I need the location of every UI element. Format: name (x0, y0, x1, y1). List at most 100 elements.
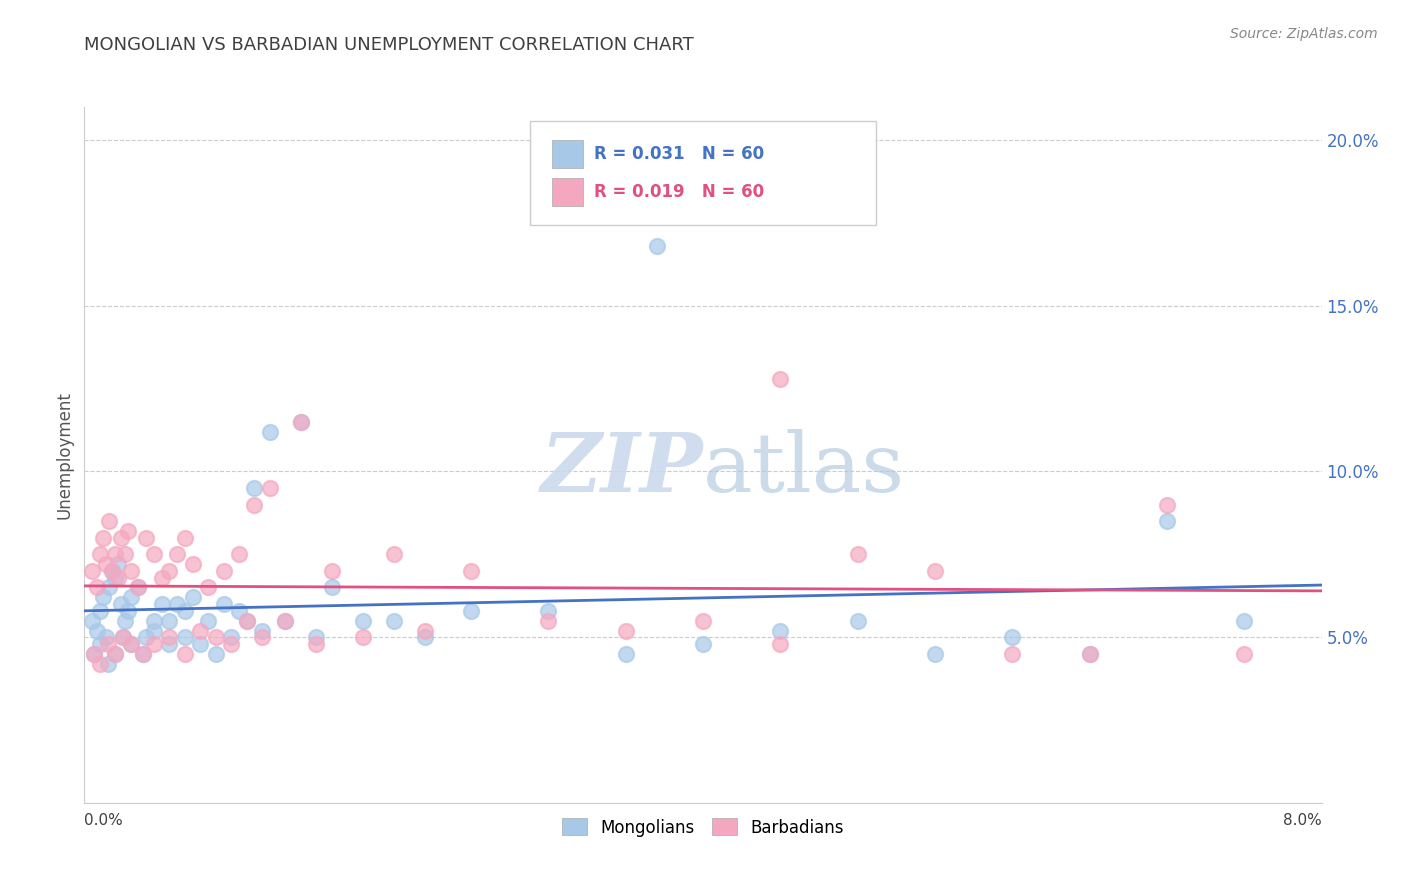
Point (259, 425, 281, 439)
Point (243, 481, 266, 495)
Point (159, 637, 180, 651)
Point (101, 564, 124, 578)
Point (112, 630, 135, 644)
Point (212, 564, 235, 578)
Point (228, 604, 250, 618)
Point (98, 514, 121, 528)
Point (82, 614, 104, 628)
Point (250, 624, 273, 638)
Point (82, 564, 104, 578)
Point (188, 637, 212, 651)
Text: R = 0.031   N = 60: R = 0.031 N = 60 (595, 145, 765, 163)
Point (89, 657, 111, 671)
Point (537, 604, 560, 618)
Point (460, 604, 482, 618)
Text: Source: ZipAtlas.com: Source: ZipAtlas.com (1230, 27, 1378, 41)
Point (174, 531, 197, 545)
Point (114, 547, 136, 561)
Point (174, 604, 197, 618)
Point (259, 481, 281, 495)
Point (614, 624, 637, 638)
Point (166, 547, 188, 561)
Point (846, 547, 869, 561)
Point (96, 657, 118, 671)
Point (132, 647, 155, 661)
Point (104, 547, 127, 561)
Point (143, 637, 166, 651)
Legend: Mongolians, Barbadians: Mongolians, Barbadians (555, 812, 851, 843)
Point (159, 614, 180, 628)
Point (86, 624, 108, 638)
Point (924, 647, 946, 661)
FancyBboxPatch shape (553, 140, 583, 169)
Point (769, 372, 792, 386)
Point (290, 415, 312, 429)
Point (98, 581, 121, 595)
Point (188, 624, 212, 638)
Point (174, 630, 197, 644)
Point (107, 558, 129, 572)
Point (91, 531, 114, 545)
Point (321, 581, 343, 595)
Point (219, 637, 242, 651)
Point (143, 614, 166, 628)
Point (143, 624, 166, 638)
Point (352, 630, 374, 644)
Point (107, 570, 129, 584)
Point (120, 591, 142, 605)
Point (135, 531, 157, 545)
Point (114, 614, 136, 628)
Point (89, 547, 111, 561)
Point (274, 614, 297, 628)
Point (219, 630, 242, 644)
Y-axis label: Unemployment: Unemployment (55, 391, 73, 519)
Point (91, 591, 114, 605)
Point (769, 637, 792, 651)
FancyBboxPatch shape (530, 121, 876, 226)
Point (104, 647, 127, 661)
Point (1078, 647, 1101, 661)
Point (143, 547, 166, 561)
Point (83, 647, 105, 661)
Point (94, 558, 117, 572)
Point (120, 564, 142, 578)
Point (132, 647, 155, 661)
Point (181, 591, 204, 605)
Point (645, 239, 668, 253)
Point (120, 637, 142, 651)
Point (117, 604, 139, 618)
Point (413, 630, 436, 644)
Point (150, 570, 173, 584)
Point (305, 630, 328, 644)
Point (181, 558, 204, 572)
Point (274, 614, 297, 628)
Point (117, 524, 139, 538)
Point (166, 597, 188, 611)
Point (94, 630, 117, 644)
FancyBboxPatch shape (553, 178, 583, 206)
Point (290, 415, 312, 429)
Point (924, 564, 946, 578)
Point (243, 498, 266, 512)
Point (846, 614, 869, 628)
Point (197, 581, 219, 595)
Point (1156, 514, 1178, 528)
Point (1001, 647, 1024, 661)
Point (127, 581, 149, 595)
Point (83, 647, 105, 661)
Point (110, 531, 132, 545)
Point (1078, 647, 1101, 661)
Point (174, 647, 197, 661)
Point (692, 637, 714, 651)
Point (614, 647, 637, 661)
Point (101, 564, 124, 578)
Point (228, 547, 250, 561)
Point (382, 614, 405, 628)
Point (120, 637, 142, 651)
Point (321, 564, 343, 578)
Point (112, 630, 135, 644)
Point (382, 547, 405, 561)
Text: MONGOLIAN VS BARBADIAN UNEMPLOYMENT CORRELATION CHART: MONGOLIAN VS BARBADIAN UNEMPLOYMENT CORR… (84, 36, 695, 54)
Point (205, 630, 228, 644)
Point (150, 597, 173, 611)
